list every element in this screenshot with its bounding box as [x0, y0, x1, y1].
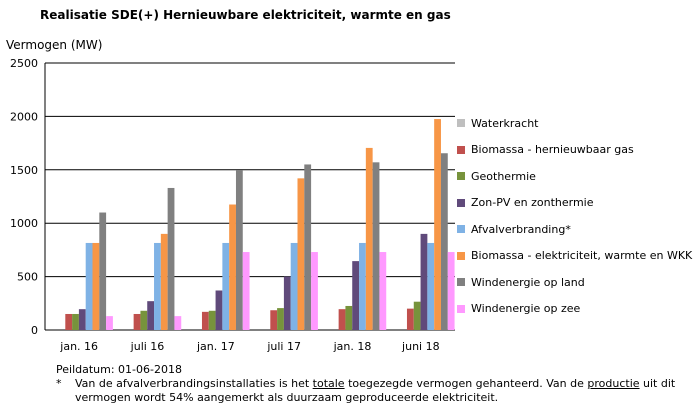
- bar: [72, 314, 79, 330]
- bar: [270, 310, 277, 330]
- legend-swatch: [457, 305, 465, 313]
- bar: [209, 311, 216, 330]
- y-tick-label: 2500: [10, 57, 38, 70]
- x-tick-label: jan. 17: [196, 340, 235, 353]
- bar: [174, 316, 181, 330]
- bar: [134, 314, 141, 330]
- gridlines: [45, 63, 455, 330]
- bar: [216, 290, 223, 330]
- bar: [448, 252, 455, 330]
- bar: [161, 234, 168, 330]
- bar: [427, 243, 434, 330]
- x-tick-label: juni 18: [401, 340, 440, 353]
- bar: [243, 252, 250, 330]
- legend: Waterkracht Biomassa - hernieuwbaar gas Ge…: [457, 110, 692, 322]
- legend-label: Afvalverbranding*: [471, 223, 571, 236]
- legend-swatch: [457, 278, 465, 286]
- bar: [154, 243, 161, 330]
- bar: [352, 261, 359, 330]
- bar: [414, 302, 421, 330]
- bar: [93, 243, 100, 330]
- legend-item: Biomassa - hernieuwbaar gas: [457, 137, 692, 164]
- legend-swatch: [457, 172, 465, 180]
- bar: [298, 178, 305, 330]
- bar: [345, 306, 352, 330]
- legend-label: Waterkracht: [471, 117, 538, 130]
- legend-item: Afvalverbranding*: [457, 216, 692, 243]
- legend-label: Geothermie: [471, 170, 536, 183]
- bar: [284, 277, 291, 330]
- legend-item: Zon-PV en zonthermie: [457, 190, 692, 217]
- y-tick-label: 500: [17, 271, 38, 284]
- legend-item: Windenergie op land: [457, 269, 692, 296]
- x-tick-label: jan. 18: [333, 340, 372, 353]
- legend-label: Biomassa - hernieuwbaar gas: [471, 143, 634, 156]
- legend-item: Geothermie: [457, 163, 692, 190]
- footnote: * Van de afvalverbrandingsinstallaties i…: [56, 377, 686, 404]
- bar: [99, 213, 106, 330]
- legend-label: Windenergie op land: [471, 276, 585, 289]
- bar: [359, 243, 366, 330]
- legend-label: Zon-PV en zonthermie: [471, 196, 594, 209]
- bars: [65, 119, 454, 330]
- bar: [407, 309, 414, 330]
- legend-swatch: [457, 252, 465, 260]
- bar: [202, 312, 209, 330]
- legend-label: Biomassa - elektriciteit, warmte en WKK: [471, 249, 692, 262]
- legend-label: Windenergie op zee: [471, 302, 580, 315]
- bar: [65, 314, 72, 330]
- legend-item: Waterkracht: [457, 110, 692, 137]
- bar: [291, 243, 298, 330]
- bar: [106, 316, 113, 330]
- bar: [229, 205, 236, 330]
- bar: [86, 243, 93, 330]
- legend-swatch: [457, 199, 465, 207]
- footnote-marker: *: [56, 377, 62, 391]
- bar: [434, 119, 441, 330]
- bar: [421, 234, 428, 330]
- x-tick-label: jan. 16: [59, 340, 98, 353]
- y-tick-label: 0: [31, 324, 38, 337]
- bar: [339, 309, 346, 330]
- legend-item: Biomassa - elektriciteit, warmte en WKK: [457, 243, 692, 270]
- bar: [304, 164, 311, 330]
- bar: [79, 309, 86, 330]
- reference-date: Peildatum: 01-06-2018: [56, 363, 182, 376]
- bar: [222, 243, 229, 330]
- legend-swatch: [457, 146, 465, 154]
- y-tick-label: 1000: [10, 217, 38, 230]
- bar: [277, 308, 284, 330]
- legend-item: Windenergie op zee: [457, 296, 692, 323]
- y-tick-label: 2000: [10, 110, 38, 123]
- bar: [311, 252, 318, 330]
- bar: [379, 252, 386, 330]
- x-tick-label: juli 16: [130, 340, 165, 353]
- bar: [168, 188, 175, 330]
- bar: [366, 148, 373, 330]
- y-tick-label: 1500: [10, 164, 38, 177]
- bar: [373, 162, 380, 330]
- bar: [236, 170, 243, 330]
- footnote-text: Van de afvalverbrandingsinstallaties is …: [75, 377, 686, 404]
- y-tick-labels: 0 500 1000 1500 2000 2500: [10, 57, 38, 337]
- bar: [441, 153, 448, 330]
- x-tick-labels: jan. 16 juli 16 jan. 17 juli 17 jan. 18 juni …: [59, 340, 439, 353]
- bar: [140, 311, 147, 330]
- legend-swatch: [457, 225, 465, 233]
- legend-swatch: [457, 119, 465, 127]
- x-tick-label: juli 17: [266, 340, 301, 353]
- bar: [147, 301, 154, 330]
